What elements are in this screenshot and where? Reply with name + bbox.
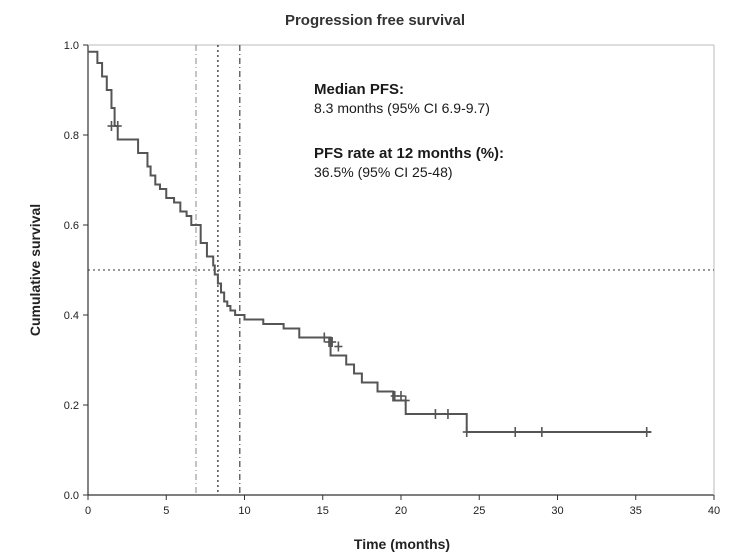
median-pfs-heading: Median PFS:	[314, 81, 404, 98]
censor-mark	[320, 332, 329, 343]
x-tick-label: 20	[395, 505, 407, 517]
x-tick-label: 0	[85, 505, 91, 517]
x-tick-label: 5	[163, 505, 169, 517]
censor-mark	[334, 341, 343, 352]
censor-mark	[397, 391, 405, 401]
censor-mark	[113, 121, 122, 131]
x-tick-label: 30	[551, 505, 563, 517]
censor-mark	[537, 427, 546, 437]
annotation-block: Median PFS: 8.3 months (95% CI 6.9-9.7) …	[314, 81, 504, 180]
y-tick-label: 0.8	[64, 130, 79, 142]
pfs-rate-heading: PFS rate at 12 months (%):	[314, 145, 504, 162]
x-tick-label: 40	[708, 505, 720, 517]
pfs-rate-value: 36.5% (95% CI 25-48)	[314, 164, 453, 180]
censor-mark	[431, 409, 440, 419]
censor-mark	[328, 337, 337, 347]
y-tick-label: 0.4	[64, 310, 79, 322]
censor-mark	[401, 395, 410, 406]
y-tick-label: 0.0	[64, 490, 79, 502]
x-axis-ticks: 0 5 10 15 20 25 30 35 40	[85, 495, 720, 517]
y-tick-label: 1.0	[64, 40, 79, 52]
x-tick-label: 35	[630, 505, 642, 517]
median-pfs-value: 8.3 months (95% CI 6.9-9.7)	[314, 100, 490, 116]
x-tick-label: 15	[317, 505, 329, 517]
y-tick-label: 0.6	[64, 220, 79, 232]
censor-marks	[107, 121, 651, 437]
x-axis-title: Time (months)	[354, 536, 450, 552]
reference-lines	[88, 45, 714, 495]
y-axis-ticks: 0.0 0.2 0.4 0.6 0.8 1.0	[64, 40, 88, 502]
survival-curve	[88, 50, 652, 433]
censor-mark	[443, 409, 452, 419]
y-axis-title: Cumulative survival	[27, 204, 43, 336]
censor-mark	[462, 427, 471, 437]
x-tick-label: 10	[238, 505, 250, 517]
censor-mark	[511, 427, 520, 437]
x-tick-label: 25	[473, 505, 485, 517]
censor-mark	[642, 427, 651, 437]
y-tick-label: 0.2	[64, 400, 79, 412]
chart-title: Progression free survival	[285, 12, 465, 29]
